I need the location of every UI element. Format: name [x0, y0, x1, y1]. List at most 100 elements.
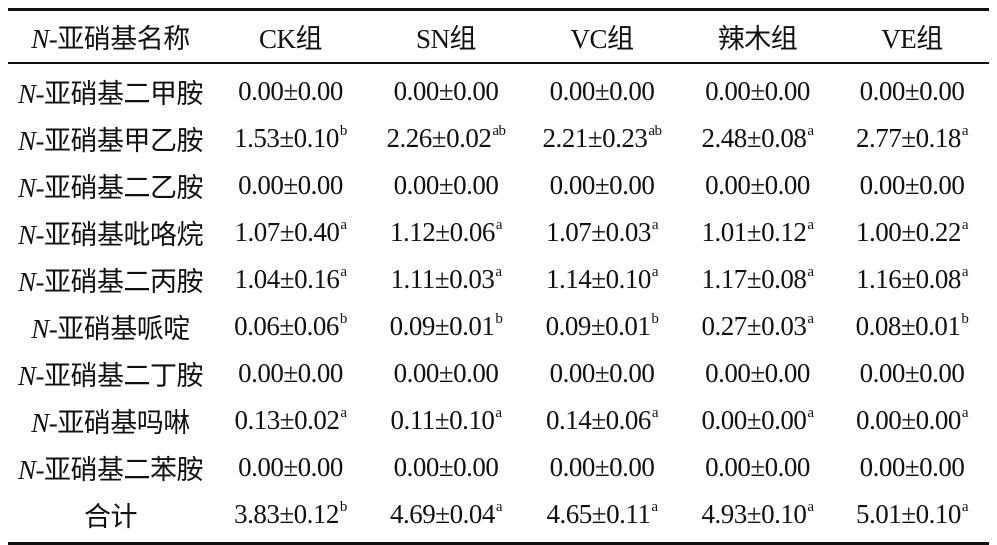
- significance-letter: a: [961, 217, 969, 233]
- cell-value: 0.14±0.06: [546, 405, 651, 435]
- data-cell: 0.08±0.01b: [835, 303, 989, 350]
- compound-name-label: 合计: [84, 502, 138, 532]
- cell-value: 0.09±0.01: [389, 311, 495, 341]
- data-cell: 0.00±0.00: [680, 350, 835, 397]
- cell-value: 2.77±0.18: [856, 123, 961, 153]
- cell-value: 0.00±0.00: [393, 170, 499, 200]
- cell-value: 1.07±0.03: [546, 217, 651, 247]
- significance-letter: a: [495, 499, 503, 515]
- cell-value: 1.01±0.12: [701, 217, 807, 247]
- table-row: N-亚硝基二苯胺 0.00±0.00 0.00±0.00 0.00±0.00 0.00±…: [8, 444, 989, 491]
- data-cell: 0.09±0.01b: [368, 303, 524, 350]
- table-row: N-亚硝基二丁胺 0.00±0.00 0.00±0.00 0.00±0.00 0.00±…: [8, 350, 989, 397]
- header-name-column: N-亚硝基名称: [8, 10, 213, 64]
- significance-letter: ab: [492, 123, 506, 139]
- significance-letter: b: [495, 311, 503, 327]
- table-row: N-亚硝基吗啉 0.13±0.02a 0.11±0.10a 0.14±0.06a 0.0…: [8, 397, 989, 444]
- data-cell: 2.26±0.02ab: [368, 115, 524, 162]
- data-cell: 0.00±0.00: [524, 350, 680, 397]
- significance-letter: a: [961, 405, 969, 421]
- table-row: N-亚硝基哌啶 0.06±0.06b 0.09±0.01b 0.09±0.01b 0.2…: [8, 303, 989, 350]
- compound-name-label: -亚硝基甲乙胺: [35, 126, 204, 156]
- compound-name-label: -亚硝基吡咯烷: [35, 220, 204, 250]
- row-compound-name: N-亚硝基二甲胺: [8, 63, 213, 115]
- cell-value: 0.00±0.00: [238, 358, 343, 388]
- table-header: N-亚硝基名称 CK组 SN组 VC组 辣木组 VE组: [8, 9, 989, 64]
- cell-value: 0.09±0.01: [545, 311, 651, 341]
- cell-value: 4.93±0.10: [701, 499, 807, 529]
- data-cell: 1.11±0.03a: [368, 256, 524, 303]
- significance-letter: a: [807, 499, 814, 515]
- row-compound-name: N-亚硝基吡咯烷: [8, 209, 213, 256]
- data-cell: 0.00±0.00: [213, 162, 368, 209]
- cell-value: 1.14±0.10: [546, 264, 651, 294]
- header-group-ck: CK组: [258, 24, 323, 54]
- cell-value: 1.17±0.08: [701, 264, 807, 294]
- cell-value: 1.07±0.40: [234, 217, 340, 247]
- cell-value: 0.00±0.00: [238, 452, 343, 482]
- data-cell: 2.21±0.23ab: [524, 115, 680, 162]
- significance-letter: b: [961, 311, 969, 327]
- data-cell: 0.00±0.00: [680, 63, 835, 115]
- data-cell: 0.00±0.00: [835, 162, 989, 209]
- nitrosamine-table: N-亚硝基名称 CK组 SN组 VC组 辣木组 VE组 N-亚硝基二甲胺 0.00…: [8, 8, 989, 545]
- table-body: N-亚硝基二甲胺 0.00±0.00 0.00±0.00 0.00±0.00 0.00±…: [8, 63, 989, 544]
- compound-name-label: -亚硝基二丙胺: [35, 267, 204, 297]
- data-cell: 2.48±0.08a: [680, 115, 835, 162]
- cell-value: 1.04±0.16: [234, 264, 340, 294]
- significance-letter: ab: [648, 123, 662, 139]
- cell-value: 0.11±0.10: [390, 405, 495, 435]
- cell-value: 0.06±0.06: [234, 311, 339, 341]
- cell-value: 3.83±0.12: [234, 499, 339, 529]
- data-cell: 0.00±0.00: [835, 63, 989, 115]
- data-cell: 0.00±0.00: [213, 350, 368, 397]
- compound-name-prefix: N: [17, 173, 36, 203]
- compound-name-prefix: N: [17, 267, 36, 297]
- compound-name-prefix: N: [17, 455, 36, 485]
- compound-name-prefix: N: [31, 314, 49, 344]
- cell-value: 0.00±0.00: [238, 76, 343, 106]
- cell-value: 0.00±0.00: [705, 170, 810, 200]
- data-cell: 0.09±0.01b: [524, 303, 680, 350]
- cell-value: 0.00±0.00: [393, 452, 499, 482]
- cell-value: 1.00±0.22: [856, 217, 961, 247]
- significance-letter: a: [651, 499, 658, 515]
- cell-value: 4.69±0.04: [390, 499, 495, 529]
- cell-value: 1.16±0.08: [856, 264, 961, 294]
- significance-letter: a: [651, 264, 659, 280]
- significance-letter: a: [651, 217, 659, 233]
- row-compound-name: N-亚硝基二丙胺: [8, 256, 213, 303]
- significance-letter: a: [807, 405, 814, 421]
- data-cell: 1.53±0.10b: [213, 115, 368, 162]
- compound-name-label: -亚硝基二甲胺: [35, 79, 204, 109]
- data-cell: 1.00±0.22a: [835, 209, 989, 256]
- cell-value: 1.53±0.10: [234, 123, 339, 153]
- data-cell: 0.00±0.00: [835, 350, 989, 397]
- cell-value: 0.00±0.00: [549, 452, 655, 482]
- data-cell: 1.12±0.06a: [368, 209, 524, 256]
- cell-value: 0.00±0.00: [549, 170, 655, 200]
- table-row: 合计 3.83±0.12b 4.69±0.04a 4.65±0.11a 4.93±0.1…: [8, 491, 989, 544]
- cell-value: 0.00±0.00: [701, 405, 807, 435]
- compound-name-prefix: N: [17, 126, 36, 156]
- data-cell: 0.00±0.00: [524, 63, 680, 115]
- nitrosamine-table-container: N-亚硝基名称 CK组 SN组 VC组 辣木组 VE组 N-亚硝基二甲胺 0.00…: [8, 8, 989, 545]
- header-row: N-亚硝基名称 CK组 SN组 VC组 辣木组 VE组: [8, 9, 989, 64]
- row-compound-name: 合计: [8, 491, 213, 544]
- header-group-ve: VE组: [881, 24, 943, 54]
- data-cell: 0.00±0.00: [680, 162, 835, 209]
- compound-name-prefix: N: [17, 220, 36, 250]
- cell-value: 0.00±0.00: [549, 358, 655, 388]
- cell-value: 4.65±0.11: [546, 499, 651, 529]
- data-cell: 0.13±0.02a: [213, 397, 368, 444]
- significance-letter: a: [807, 217, 814, 233]
- row-compound-name: N-亚硝基二苯胺: [8, 444, 213, 491]
- data-cell: 4.65±0.11a: [524, 491, 680, 544]
- data-cell: 0.00±0.00: [368, 162, 524, 209]
- significance-letter: b: [339, 311, 348, 327]
- data-cell: 2.77±0.18a: [835, 115, 989, 162]
- cell-value: 2.21±0.23: [542, 123, 648, 153]
- cell-value: 0.13±0.02: [234, 405, 340, 435]
- significance-letter: a: [807, 264, 814, 280]
- header-name-rest: -亚硝基名称: [48, 24, 191, 54]
